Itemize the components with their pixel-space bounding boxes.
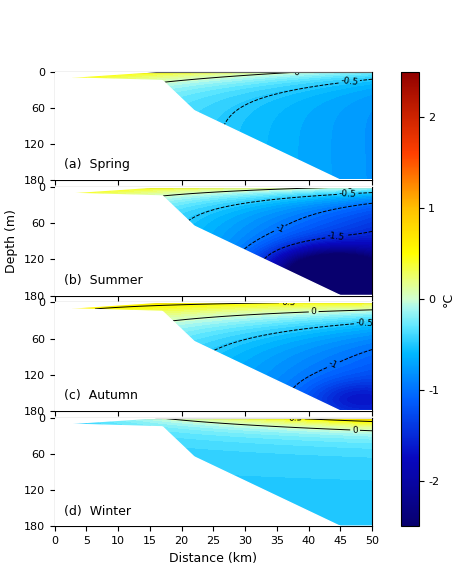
Polygon shape	[55, 309, 372, 411]
Y-axis label: Depth (m): Depth (m)	[5, 209, 18, 273]
Text: -1: -1	[273, 222, 286, 234]
Text: 0: 0	[347, 182, 353, 191]
Text: -0.5: -0.5	[340, 76, 358, 87]
Text: -1: -1	[327, 359, 339, 371]
Polygon shape	[55, 78, 372, 180]
Text: 0: 0	[352, 426, 358, 435]
Text: -1.5: -1.5	[327, 231, 345, 242]
Text: (d)  Winter: (d) Winter	[64, 504, 131, 518]
Polygon shape	[55, 424, 372, 526]
Text: (a)  Spring: (a) Spring	[64, 158, 130, 172]
X-axis label: Distance (km): Distance (km)	[169, 552, 257, 563]
Text: 0: 0	[310, 307, 317, 316]
Y-axis label: °C: °C	[442, 292, 455, 306]
Polygon shape	[55, 187, 372, 193]
Text: (c)  Autumn: (c) Autumn	[64, 389, 138, 403]
Polygon shape	[55, 193, 372, 296]
Polygon shape	[55, 72, 372, 78]
Text: -0.5: -0.5	[356, 318, 374, 328]
Polygon shape	[55, 418, 372, 424]
Text: (b)  Summer: (b) Summer	[64, 274, 143, 287]
Text: 0: 0	[293, 68, 300, 77]
Text: -0.5: -0.5	[338, 189, 357, 199]
Text: 0.5: 0.5	[281, 298, 295, 307]
Text: 0.5: 0.5	[288, 413, 303, 423]
Polygon shape	[55, 302, 372, 309]
